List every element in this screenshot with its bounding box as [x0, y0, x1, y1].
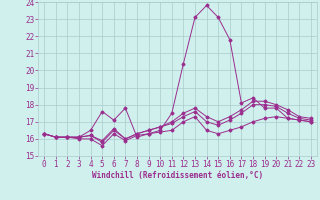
X-axis label: Windchill (Refroidissement éolien,°C): Windchill (Refroidissement éolien,°C) [92, 171, 263, 180]
